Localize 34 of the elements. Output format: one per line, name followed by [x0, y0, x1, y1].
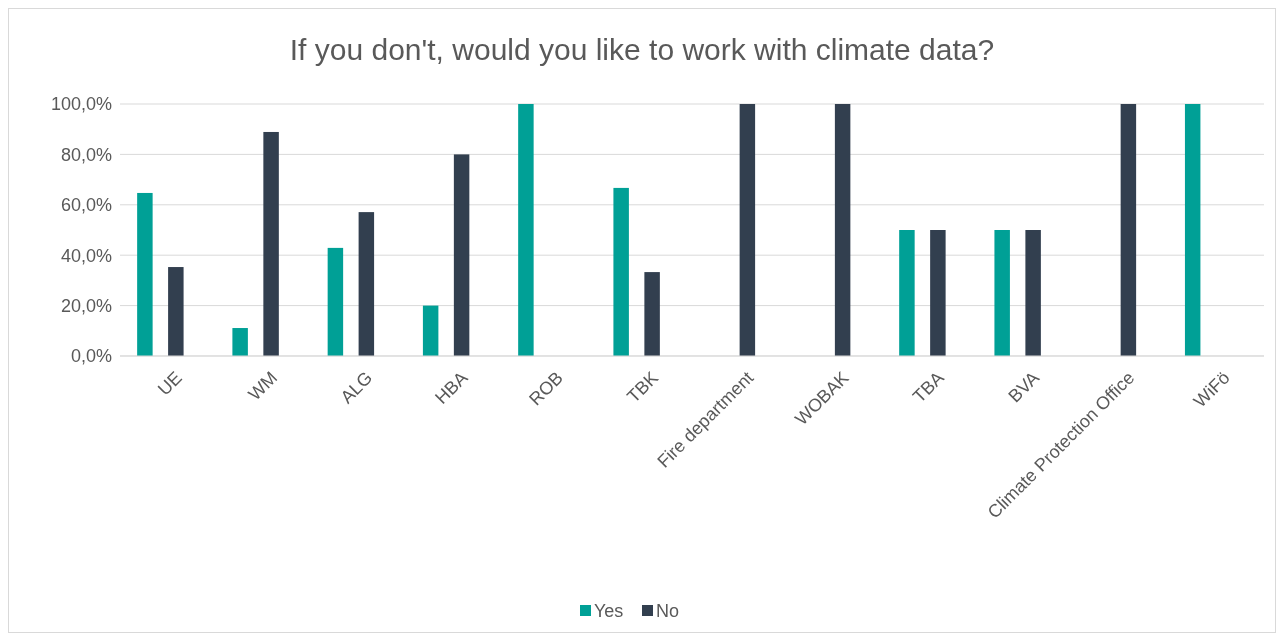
x-tick-label: TBA [908, 367, 948, 407]
bar [232, 328, 248, 356]
bar [613, 187, 629, 356]
bar [518, 104, 534, 356]
x-tick-label: UE [154, 367, 186, 400]
bar [930, 230, 946, 356]
bar [327, 247, 344, 356]
bar [168, 267, 184, 356]
x-tick-label: HBA [431, 367, 472, 408]
y-tick-label: 40,0% [60, 245, 112, 266]
x-tick-label: WM [244, 367, 282, 405]
y-tick-label: 100,0% [50, 94, 112, 115]
bar [644, 272, 660, 356]
bar [358, 212, 375, 356]
bar [137, 192, 153, 356]
bar [899, 230, 915, 356]
bar [1025, 230, 1041, 356]
x-tick-label: TBK [623, 367, 663, 407]
y-tick-label: 80,0% [60, 144, 112, 165]
bar [263, 131, 279, 356]
y-tick-label: 20,0% [60, 295, 112, 316]
chart-title: If you don't, would you like to work with climate data? [289, 33, 995, 66]
bar [1184, 104, 1201, 356]
legend-label: Yes [594, 601, 624, 622]
bar [834, 104, 851, 356]
legend-label: No [656, 601, 680, 622]
bar [422, 305, 439, 356]
bar [739, 104, 756, 356]
y-tick-label: 0,0% [70, 346, 112, 367]
x-tick-label: BVA [1004, 367, 1044, 407]
bar [994, 230, 1010, 356]
bar [1120, 104, 1137, 356]
bar [453, 154, 470, 356]
y-tick-label: 60,0% [60, 195, 112, 216]
